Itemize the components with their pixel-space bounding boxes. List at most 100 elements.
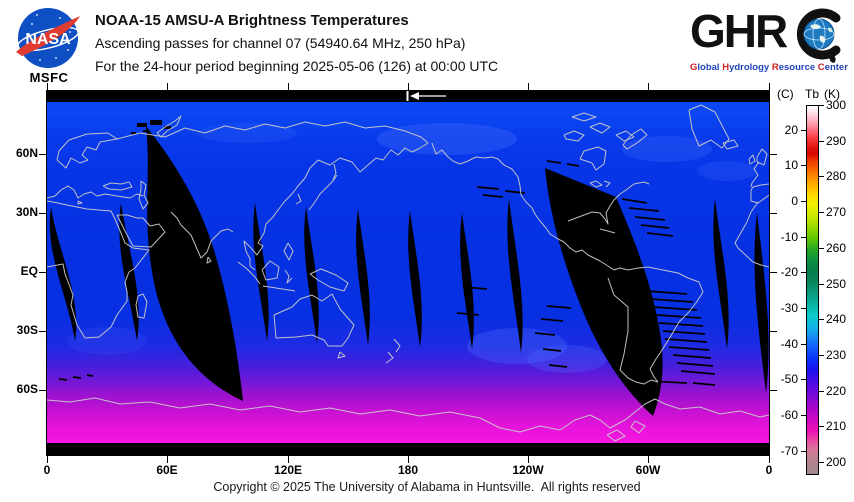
- celsius-tick-label: -10: [780, 230, 798, 244]
- lat-tick-label: 60N: [15, 146, 38, 160]
- lat-tick: [39, 154, 46, 155]
- lat-tick: [770, 331, 777, 332]
- celsius-tick-label: 0: [791, 194, 798, 208]
- kelvin-tick: [819, 248, 824, 249]
- map-frame: [46, 90, 770, 456]
- ghrc-subtitle-word: Resource: [771, 62, 816, 73]
- kelvin-tick-label: 260: [826, 241, 847, 255]
- ghrc-subtitle-word: Center: [817, 62, 848, 73]
- colorbar: [806, 105, 819, 475]
- celsius-tick-label: -50: [780, 372, 798, 386]
- page-title: NOAA-15 AMSU-A Brightness Temperatures: [95, 12, 409, 29]
- kelvin-tick: [819, 426, 824, 427]
- kelvin-tick: [819, 355, 824, 356]
- kelvin-tick: [819, 141, 824, 142]
- lon-tick-label: 0: [765, 463, 773, 477]
- lat-tick-label: 30N: [15, 205, 38, 219]
- celsius-tick-label: -70: [780, 444, 798, 458]
- dateline-start-arrow-icon: [406, 91, 446, 101]
- nasa-meatball-icon: NASA: [16, 8, 80, 68]
- coastlines: [46, 104, 770, 442]
- lon-tick-label: 60E: [156, 463, 178, 477]
- lon-tick: [47, 456, 48, 463]
- colorbar-kelvin-label: (K): [824, 87, 840, 101]
- lon-tick-label: 0: [43, 463, 51, 477]
- lat-tick: [770, 154, 777, 155]
- kelvin-tick: [819, 391, 824, 392]
- kelvin-tick-label: 200: [826, 455, 847, 469]
- subtitle-period: For the 24-hour period beginning 2025-05…: [95, 58, 499, 74]
- celsius-tick-label: -20: [780, 265, 798, 279]
- lon-tick: [528, 456, 529, 463]
- nasa-wordmark: NASA: [25, 31, 71, 48]
- copyright-line: Copyright © 2025 The University of Alaba…: [213, 480, 641, 494]
- kelvin-tick: [819, 284, 824, 285]
- lon-tick: [167, 83, 168, 90]
- kelvin-tick-label: 210: [826, 419, 847, 433]
- kelvin-tick: [819, 176, 824, 177]
- warm-patch: [697, 161, 757, 181]
- kelvin-tick-label: 280: [826, 169, 847, 183]
- kelvin-tick-label: 250: [826, 277, 847, 291]
- kelvin-tick-label: 270: [826, 205, 847, 219]
- celsius-tick-label: 20: [784, 123, 798, 137]
- colorbar-celsius-label: (C): [777, 87, 794, 101]
- lon-tick: [408, 456, 409, 463]
- lon-tick-label: 120E: [273, 463, 303, 477]
- kelvin-tick-label: 220: [826, 384, 847, 398]
- celsius-tick-label: -60: [780, 408, 798, 422]
- lat-tick: [770, 213, 777, 214]
- lon-tick: [288, 83, 289, 90]
- ghrc-c-globe-icon: [796, 8, 841, 63]
- kelvin-tick: [819, 105, 824, 106]
- kelvin-tick-label: 230: [826, 348, 847, 362]
- lat-tick: [39, 213, 46, 214]
- south-polar-no-data-band: [47, 443, 769, 455]
- lon-tick-label: 60W: [635, 463, 661, 477]
- lon-tick-label: 120W: [512, 463, 544, 477]
- warm-patch: [197, 123, 297, 143]
- lon-tick: [528, 83, 529, 90]
- kelvin-tick: [819, 319, 824, 320]
- kelvin-tick-label: 240: [826, 312, 847, 326]
- lon-tick: [167, 456, 168, 463]
- subtitle-channel: Ascending passes for channel 07 (54940.6…: [95, 35, 466, 51]
- warm-patch: [527, 345, 607, 373]
- ghrc-logo: GHR Global Hydrology Resource Center: [686, 4, 852, 80]
- lat-tick-label: 30S: [16, 323, 38, 337]
- lat-tick-label: 60S: [16, 382, 38, 396]
- ghrc-subtitle-word: Global: [690, 62, 720, 73]
- lon-tick: [648, 83, 649, 90]
- lat-tick: [770, 390, 777, 391]
- warm-patch: [622, 136, 712, 162]
- warm-patch: [377, 123, 517, 155]
- brightness-temperature-map: [46, 91, 770, 455]
- ghrc-acronym-prefix: GHR: [690, 5, 788, 57]
- lon-tick: [769, 456, 770, 463]
- lat-tick-label: EQ: [20, 264, 38, 278]
- kelvin-tick-label: 290: [826, 134, 847, 148]
- celsius-tick-label: -40: [780, 337, 798, 351]
- ghrc-subtitle-word: Hydrology: [722, 62, 770, 73]
- lat-tick: [39, 272, 46, 273]
- lat-tick: [770, 272, 777, 273]
- warm-patch: [67, 327, 147, 355]
- kelvin-tick: [819, 462, 824, 463]
- ghrc-subtitle: Global Hydrology Resource Center: [690, 62, 850, 73]
- lon-tick: [408, 83, 409, 90]
- lon-tick-label: 180: [397, 463, 419, 477]
- lat-tick: [39, 390, 46, 391]
- kelvin-tick: [819, 212, 824, 213]
- lat-tick: [39, 331, 46, 332]
- nasa-logo: NASA MSFC: [10, 6, 88, 86]
- colorbar-tb-label: Tb: [805, 87, 820, 101]
- lon-tick: [288, 456, 289, 463]
- lon-tick: [769, 83, 770, 90]
- scanline-dropouts: [58, 160, 716, 386]
- warm-patch: [467, 328, 567, 364]
- msfc-label: MSFC: [29, 70, 69, 85]
- celsius-tick-label: 10: [784, 158, 798, 172]
- celsius-tick-label: -30: [780, 301, 798, 315]
- lon-tick: [648, 456, 649, 463]
